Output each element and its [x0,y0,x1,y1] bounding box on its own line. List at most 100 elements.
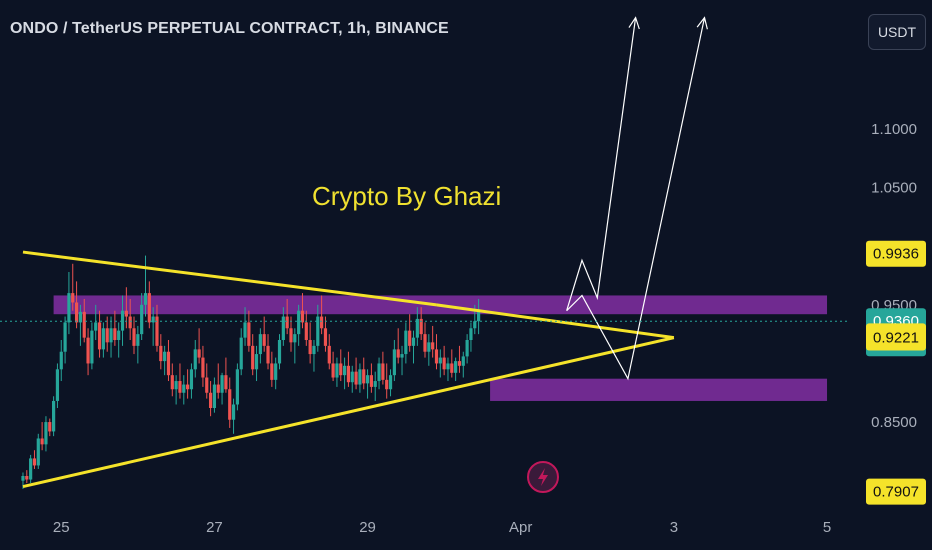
candle-body [55,369,60,401]
candle-body [216,384,220,393]
candle-body [224,375,228,390]
candle-body [450,363,454,373]
candle-body [408,330,412,346]
candle-body [147,293,151,323]
x-tick-label: 25 [53,519,70,536]
candle-body [36,438,40,466]
projection-arrowhead [628,16,640,30]
candle-body [289,328,293,343]
candle-body [136,334,140,346]
candle-body [228,389,232,420]
watermark-text: Crypto By Ghazi [312,181,501,211]
zone-support [490,378,828,401]
candle-body [400,354,404,358]
candle-body [32,458,37,466]
candle-body [67,293,71,323]
candle-body [300,310,305,323]
candle-body [193,349,197,370]
x-tick-label: 29 [359,519,376,536]
candle-body [331,363,335,378]
candle-body [285,316,289,329]
candle-body [254,354,259,370]
trendline-lower[interactable] [22,336,675,489]
candle-body [266,345,270,364]
candle-body [74,302,79,323]
candle-body [442,357,446,370]
candle-body [186,384,190,390]
chart-title: ONDO / TetherUS PERPETUAL CONTRACT, 1h, … [10,20,449,37]
level-price-tag [866,478,926,505]
candle-body [101,328,105,350]
candle-body [377,363,381,382]
candle-body [350,371,354,383]
projection-path[interactable] [566,17,706,381]
trendlines-layer [22,16,708,489]
price-tag-label: 0.9936 [873,246,919,263]
candle-body [170,375,174,390]
candle-body [434,349,439,364]
candle-body [120,310,125,331]
candle-body [21,476,25,481]
candle-body [270,363,274,380]
candle-body [124,310,128,317]
candle-body [362,369,366,384]
lightning-icon[interactable] [527,461,559,493]
x-tick-label: 5 [823,519,831,536]
candle-body [189,369,194,390]
candle-body [201,357,205,378]
candle-body [404,330,408,355]
candle-body [457,361,462,366]
candle-body [94,322,98,331]
candle-body [381,363,385,380]
candle-body [128,316,132,329]
candle-body [247,322,251,346]
candle-body [109,328,113,343]
currency-button[interactable]: USDT [868,14,926,50]
projection-path[interactable] [566,17,637,311]
candle-body [477,310,481,322]
candle-body [469,328,473,340]
candle-body [251,345,255,370]
candle-body [59,351,63,370]
candle-body [117,330,121,340]
candle-body [197,349,201,358]
candle-body [297,310,301,335]
candle-body [155,316,159,346]
candle-body [293,334,297,343]
candle-body [323,328,328,346]
candle-body [461,356,465,366]
projection-arrowhead [696,16,708,30]
candle-body [411,337,416,346]
candle-body [262,334,266,346]
candle-body [396,349,400,358]
x-tick-label: Apr [509,519,532,536]
candle-body [454,361,458,373]
candle-body [25,476,29,480]
candle-body [388,375,393,390]
candle-body [346,365,351,383]
candle-body [415,318,419,338]
candle-body [105,328,109,343]
candle-body [258,334,262,355]
candle-body [446,363,450,370]
candle-body [308,340,312,355]
candle-body [143,293,148,305]
candle-body [427,342,431,352]
candle-body [438,357,442,364]
y-tick-label: 0.8500 [871,414,917,431]
candle-body [281,316,285,340]
trendline-upper[interactable] [22,250,437,307]
candle-body [208,392,213,408]
candle-body [419,318,423,335]
candle-body [431,342,435,350]
candle-body [163,351,167,362]
candle-body [365,375,370,384]
y-tick-label: 1.0500 [871,180,917,197]
price-tag-label: 0.9221 [873,330,919,347]
candle-body [385,379,389,390]
candle-body [86,337,90,364]
candle-body [304,322,308,340]
zones-layer [53,295,828,401]
